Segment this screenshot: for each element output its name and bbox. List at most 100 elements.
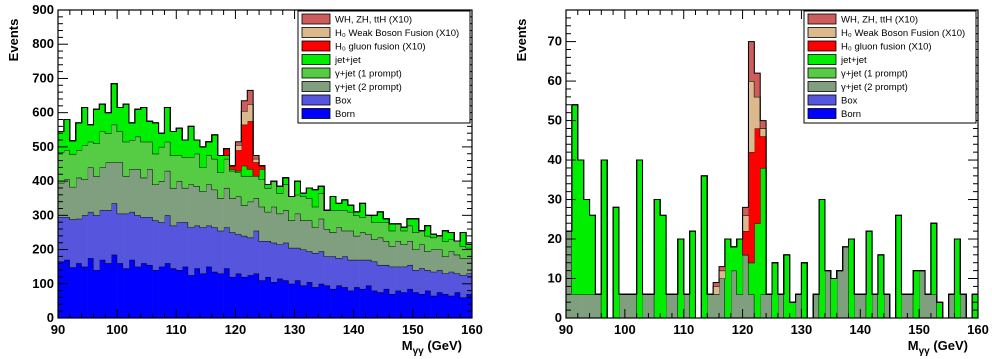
- histogram-bar: [176, 181, 183, 223]
- histogram-bar: [424, 235, 431, 252]
- histogram-bar: [170, 225, 177, 269]
- histogram-bar: [936, 302, 943, 318]
- histogram-bar: [754, 128, 761, 224]
- histogram-bar: [383, 222, 390, 241]
- series-outline: [566, 41, 978, 319]
- histogram-bar: [907, 294, 914, 318]
- histogram-bar: [954, 239, 961, 318]
- histogram-bar: [760, 167, 767, 295]
- histogram-bar: [436, 235, 443, 250]
- histogram-bar: [152, 270, 159, 318]
- histogram-bar: [69, 186, 77, 220]
- histogram-bar: [424, 290, 431, 318]
- histogram-bar: [819, 199, 826, 318]
- histogram-bar: [777, 294, 785, 318]
- histogram-bar: [87, 124, 94, 142]
- histogram-bar: [87, 167, 94, 212]
- histogram-bar: [566, 231, 573, 318]
- legend-label: γ+jet (2 prompt): [841, 82, 908, 93]
- histogram-bar: [860, 294, 867, 318]
- histogram-bar: [75, 122, 82, 151]
- histogram-bar: [199, 227, 207, 274]
- histogram-bar: [795, 294, 802, 318]
- legend-swatch: [807, 27, 837, 38]
- y-tick-label: 900: [32, 2, 54, 17]
- histogram-bar: [265, 211, 272, 241]
- histogram-bar: [442, 230, 449, 241]
- legend-label: jet+jet: [334, 55, 361, 66]
- histogram-bar: [182, 157, 189, 188]
- histogram-bar: [199, 146, 207, 168]
- histogram-bar: [93, 143, 100, 176]
- histogram-bar: [276, 278, 284, 318]
- histogram-bar: [282, 184, 289, 211]
- histogram-bar: [913, 270, 920, 318]
- histogram-bar: [377, 264, 384, 293]
- histogram-bar: [69, 140, 77, 155]
- legend-swatch: [807, 108, 837, 119]
- histogram-bar: [58, 182, 65, 218]
- histogram-bar: [383, 241, 390, 265]
- histogram-bar: [948, 294, 955, 318]
- chart-panel-1: 90 100 110 120 130 140 150 160 0 100 200 300 400 500 6…: [6, 2, 483, 357]
- histogram-bar: [217, 273, 224, 318]
- histogram-bar: [235, 150, 242, 171]
- legend-label: Born: [335, 109, 355, 120]
- histogram-bar: [618, 294, 626, 318]
- histogram-bar: [276, 186, 284, 194]
- histogram-bar: [630, 294, 637, 318]
- histogram-bar: [265, 184, 272, 188]
- histogram-bar: [134, 136, 142, 170]
- histogram-bar: [377, 292, 384, 318]
- legend-label: jet+jet: [840, 55, 867, 66]
- histogram-bar: [93, 215, 100, 271]
- histogram-bar: [801, 262, 808, 318]
- histogram-bar: [671, 294, 679, 318]
- histogram-bar: [194, 153, 201, 187]
- legend-swatch: [301, 27, 331, 38]
- chart-panel-2: 90 100 110 120 130 140 150 160 0 10 20 30 40 50 60 70 Ev…: [514, 9, 989, 357]
- histogram-bar: [182, 187, 189, 223]
- y-tick-label: 70: [548, 34, 562, 49]
- histogram-bar: [306, 282, 313, 318]
- histogram-bar: [199, 167, 207, 192]
- histogram-bar: [466, 294, 473, 318]
- histogram-bar: [324, 229, 331, 257]
- x-tick-label: 110: [673, 322, 694, 337]
- legend-swatch: [807, 13, 837, 25]
- legend-swatch: [301, 81, 331, 92]
- histogram-bar: [111, 203, 118, 255]
- histogram-bar: [146, 217, 153, 265]
- histogram-bar: [713, 286, 720, 295]
- histogram-bar: [170, 268, 177, 318]
- histogram-bar: [211, 158, 218, 190]
- histogram-bar: [347, 211, 355, 231]
- histogram-bar: [229, 276, 236, 318]
- histogram-bar: [69, 267, 77, 318]
- y-tick-label: 0: [555, 310, 562, 325]
- plot-frame: [57, 9, 473, 319]
- histogram-bar: [294, 194, 301, 214]
- histogram-bar: [247, 90, 254, 105]
- x-tick-label: 100: [614, 322, 636, 337]
- histogram-bar: [330, 256, 337, 289]
- histogram-bar: [454, 292, 461, 318]
- histogram-bar: [294, 280, 301, 318]
- histogram-bar: [318, 251, 325, 284]
- histogram-bar: [140, 263, 148, 318]
- histogram-bar: [448, 232, 455, 240]
- histogram-bar: [783, 254, 790, 318]
- histogram-bar: [170, 187, 177, 226]
- histogram-bar: [241, 276, 248, 318]
- histogram-bar: [312, 287, 319, 318]
- histogram-bar: [217, 230, 224, 274]
- histogram-bar: [211, 134, 218, 159]
- histogram-bar: [300, 193, 307, 197]
- histogram-bar: [730, 246, 737, 271]
- histogram-bar: [259, 169, 266, 180]
- histogram-bar: [371, 222, 378, 240]
- histogram-bar: [270, 181, 278, 207]
- histogram-bar: [754, 96, 761, 129]
- x-tick-label: 160: [967, 322, 989, 337]
